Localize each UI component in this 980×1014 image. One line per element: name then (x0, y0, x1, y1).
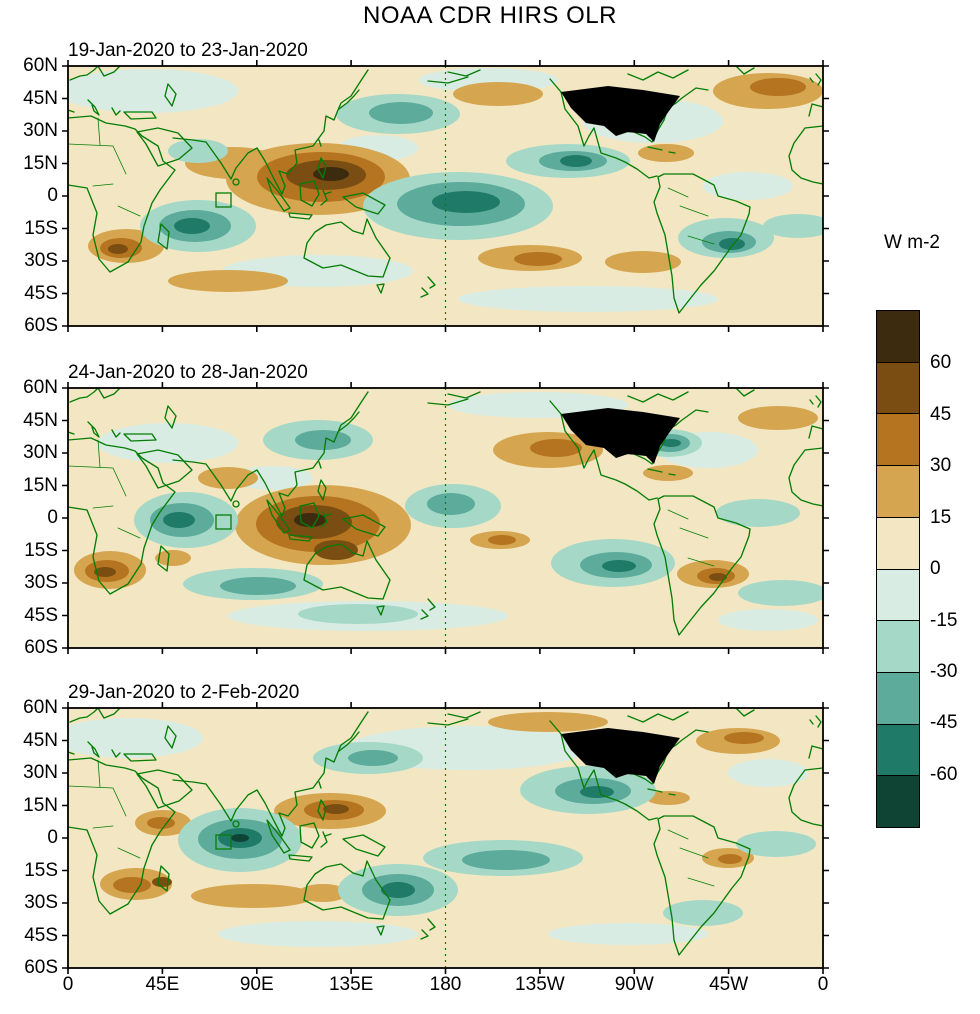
colorbar-tick-label: 15 (930, 506, 952, 528)
lat-tick-label: 30S (24, 250, 58, 271)
colorbar-tick-label: 30 (930, 455, 952, 476)
lat-tick-label: 15S (24, 859, 58, 881)
lat-tick-label: 0 (47, 827, 58, 848)
lat-tick-label: 30S (24, 892, 58, 913)
colorbar-ticks: 60 45 30 15 0 -15 -30 -45 -60 (930, 310, 978, 828)
colorbar-segment (877, 671, 919, 724)
lat-tick-label: 60S (24, 957, 58, 978)
lat-tick-label: 60S (24, 315, 58, 336)
lat-tick-label: 45N (23, 409, 58, 431)
colorbar-tick-label: -45 (930, 712, 958, 734)
lat-tick-label: 30N (23, 762, 58, 783)
lat-tick-label: 30S (24, 572, 58, 593)
lat-tick-label: 15N (23, 794, 58, 816)
lon-axis: 0 45E 90E 135E 180 135W 90W 45W 0 (63, 974, 829, 998)
colorbar-segment (877, 465, 919, 517)
colorbar-segment (877, 516, 919, 569)
axis-tick-marks (62, 60, 829, 332)
lat-tick-label: 60N (23, 55, 58, 76)
colorbar-segment (877, 775, 919, 828)
lat-tick-label: 45S (24, 282, 58, 304)
colorbar-segment (877, 620, 919, 672)
lon-tick-label: 90W (614, 974, 654, 995)
map-1 (62, 60, 829, 332)
lat-tick-label: 45N (23, 87, 58, 109)
lat-tick-label: 0 (47, 507, 58, 528)
colorbar-segment (877, 361, 919, 414)
lat-tick-label: 60N (23, 377, 58, 398)
lon-tick-label: 135W (515, 974, 565, 995)
indian-ocean-box (215, 834, 232, 850)
lon-tick-label: 0 (62, 974, 74, 995)
lon-tick-label: 180 (429, 974, 462, 995)
lat-tick-label: 60S (24, 637, 58, 658)
lat-tick-label: 45S (24, 924, 58, 946)
colorbar-tick-label: -60 (930, 763, 958, 785)
lat-tick-label: 45N (23, 729, 58, 751)
colorbar-segment (877, 723, 919, 776)
map-panel-2 (62, 382, 829, 654)
figure-title: NOAA CDR HIRS OLR (363, 2, 617, 29)
panel-1-subtitle: 19-Jan-2020 to 23-Jan-2020 (68, 40, 308, 61)
lat-axis-panel-1: 60N 45N 30N 15N 0 15S 30S 45S 60S (0, 55, 58, 337)
lon-tick-label: 45W (709, 974, 749, 995)
colorbar-tick-label: -30 (930, 661, 958, 682)
colorbar-segment (877, 568, 919, 621)
axis-tick-marks (62, 382, 829, 654)
colorbar-swatches (876, 310, 920, 828)
colorbar-segment (877, 311, 919, 362)
panel-2-subtitle: 24-Jan-2020 to 28-Jan-2020 (68, 362, 308, 383)
colorbar-segment (877, 413, 919, 466)
anomaly-field (74, 392, 823, 631)
colorbar-units-label: W m-2 (884, 232, 940, 253)
lon-tick-label: 135E (328, 974, 374, 995)
lat-tick-label: 15S (24, 217, 58, 239)
map-2 (62, 382, 829, 654)
lat-tick-label: 60N (23, 697, 58, 718)
lat-tick-label: 15N (23, 152, 58, 174)
colorbar-tick-label: 0 (930, 558, 941, 579)
map-panel-1 (62, 60, 829, 332)
lat-tick-label: 45S (24, 604, 58, 626)
lat-axis-panel-2: 60N 45N 30N 15N 0 15S 30S 45S 60S (0, 377, 58, 659)
lat-tick-label: 30N (23, 442, 58, 463)
lat-tick-label: 15S (24, 539, 58, 561)
axis-tick-marks (62, 702, 829, 974)
map-panel-3 (62, 702, 829, 974)
lon-tick-label: 45E (145, 974, 180, 995)
lon-tick-label: 0 (817, 974, 829, 995)
colorbar-tick-label: 45 (930, 403, 952, 425)
colorbar-tick-label: 60 (930, 352, 952, 374)
lat-tick-label: 0 (47, 185, 58, 206)
lon-tick-label: 90E (239, 974, 274, 995)
indian-ocean-box (215, 514, 232, 530)
lat-axis-panel-3: 60N 45N 30N 15N 0 15S 30S 45S 60S (0, 697, 58, 979)
indian-ocean-box (215, 192, 232, 208)
colorbar-tick-label: -15 (930, 609, 958, 631)
map-3 (62, 702, 829, 974)
lat-tick-label: 15N (23, 474, 58, 496)
lat-tick-label: 30N (23, 120, 58, 141)
panel-3-subtitle: 29-Jan-2020 to 2-Feb-2020 (68, 682, 300, 703)
